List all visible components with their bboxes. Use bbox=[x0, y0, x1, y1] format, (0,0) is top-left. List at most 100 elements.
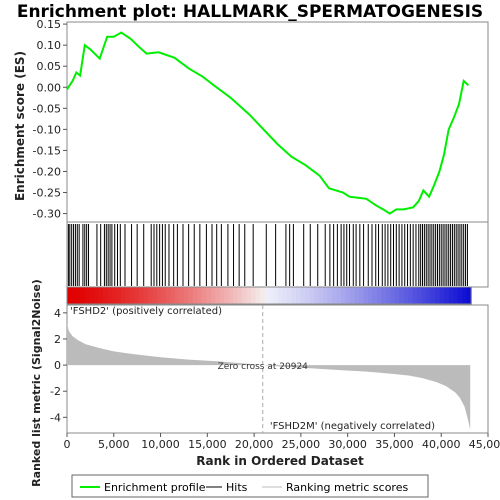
gradient-segment bbox=[98, 287, 104, 304]
gradient-segment bbox=[80, 287, 86, 304]
gradient-segment bbox=[466, 287, 472, 304]
gradient-segment bbox=[102, 287, 108, 304]
rank-y-tick-label: 0 bbox=[54, 359, 61, 372]
gradient-segment bbox=[390, 287, 396, 304]
gradient-segment bbox=[349, 287, 355, 304]
gradient-segment bbox=[215, 287, 221, 304]
gradient-segment bbox=[264, 287, 270, 304]
x-tick-label: 0 bbox=[64, 438, 71, 451]
zero-cross-label: Zero cross at 20924 bbox=[218, 362, 309, 372]
gradient-segment bbox=[448, 287, 454, 304]
legend-hits-label: Hits bbox=[226, 481, 248, 494]
gradient-segment bbox=[457, 287, 463, 304]
gradient-segment bbox=[125, 287, 131, 304]
gradient-segment bbox=[111, 287, 117, 304]
gradient-segment bbox=[179, 287, 185, 304]
es-y-tick-label: -0.30 bbox=[33, 208, 61, 221]
es-y-tick-label: 0.05 bbox=[37, 60, 62, 73]
gradient-segment bbox=[462, 287, 468, 304]
x-tick-label: 25,000 bbox=[282, 438, 321, 451]
gradient-frame bbox=[66, 286, 472, 305]
es-y-tick-label: 0.10 bbox=[37, 39, 62, 52]
gradient-segment bbox=[237, 287, 243, 304]
gradient-segment bbox=[147, 287, 153, 304]
gradient-segment bbox=[170, 287, 176, 304]
gradient-segment bbox=[206, 287, 212, 304]
gradient-segment bbox=[403, 287, 409, 304]
gradient-segment bbox=[309, 287, 315, 304]
gradient-segment bbox=[300, 287, 306, 304]
x-tick-label: 5,000 bbox=[98, 438, 130, 451]
gradient-segment bbox=[444, 287, 450, 304]
rank-y-tick-label: 2 bbox=[54, 333, 61, 346]
es-y-tick-label: -0.20 bbox=[33, 165, 61, 178]
gradient-segment bbox=[318, 287, 324, 304]
gradient-segment bbox=[233, 287, 239, 304]
gradient-segment bbox=[453, 287, 459, 304]
gradient-segment bbox=[75, 287, 81, 304]
gradient-segment bbox=[278, 287, 284, 304]
gradient-segment bbox=[269, 287, 275, 304]
gradient-segment bbox=[224, 287, 230, 304]
gradient-segment bbox=[282, 287, 288, 304]
es-y-axis-label: Enrichment score (ES) bbox=[13, 51, 27, 201]
gradient-segment bbox=[192, 287, 198, 304]
gradient-segment bbox=[138, 287, 144, 304]
x-tick-label: 30,000 bbox=[328, 438, 367, 451]
x-tick-label: 15,000 bbox=[188, 438, 227, 451]
gradient-segment bbox=[273, 287, 279, 304]
gradient-segment bbox=[107, 287, 113, 304]
gradient-segment bbox=[143, 287, 149, 304]
gradient-segment bbox=[372, 287, 378, 304]
gradient-segment bbox=[134, 287, 140, 304]
gradient-segment bbox=[345, 287, 351, 304]
rank-x-axis-label: Rank in Ordered Dataset bbox=[196, 454, 364, 468]
x-tick-label: 35,000 bbox=[375, 438, 414, 451]
es-y-tick-label: -0.15 bbox=[33, 144, 61, 157]
gradient-segment bbox=[165, 287, 171, 304]
gradient-segment bbox=[363, 287, 369, 304]
es-y-tick-label: -0.05 bbox=[33, 102, 61, 115]
gradient-segment bbox=[129, 287, 135, 304]
rank-y-tick-label: -2 bbox=[50, 385, 61, 398]
gradient-segment bbox=[340, 287, 346, 304]
gradient-segment bbox=[430, 287, 436, 304]
gradient-segment bbox=[358, 287, 364, 304]
gradient-segment bbox=[399, 287, 405, 304]
gradient-segment bbox=[327, 287, 333, 304]
legend-enrichment-label: Enrichment profile bbox=[104, 481, 206, 494]
x-tick-label: 40,000 bbox=[422, 438, 461, 451]
es-y-tick-label: -0.25 bbox=[33, 187, 61, 200]
legend-metric-label: Ranking metric scores bbox=[286, 481, 408, 494]
gradient-segment bbox=[435, 287, 441, 304]
gradient-segment bbox=[376, 287, 382, 304]
gradient-segment bbox=[161, 287, 167, 304]
gradient-segment bbox=[394, 287, 400, 304]
gradient-segment bbox=[197, 287, 203, 304]
gradient-segment bbox=[412, 287, 418, 304]
gradient-segment bbox=[426, 287, 432, 304]
es-y-tick-label: 0.15 bbox=[37, 18, 62, 31]
gradient-segment bbox=[242, 287, 248, 304]
gradient-segment bbox=[201, 287, 207, 304]
gradient-segment bbox=[251, 287, 257, 304]
rank-y-axis-label: Ranked list metric (Signal2Noise) bbox=[30, 279, 43, 487]
es-panel-frame bbox=[66, 21, 489, 223]
x-tick-label: 45,000 bbox=[469, 438, 500, 451]
gradient-segment bbox=[408, 287, 414, 304]
gradient-segment bbox=[322, 287, 328, 304]
negative-class-label: 'FSHD2M' (negatively correlated) bbox=[270, 421, 435, 432]
gradient-segment bbox=[67, 287, 72, 304]
gradient-segment bbox=[120, 287, 126, 304]
gradient-segment bbox=[89, 287, 95, 304]
gradient-segment bbox=[367, 287, 373, 304]
gradient-segment bbox=[246, 287, 252, 304]
gradient-segment bbox=[84, 287, 90, 304]
gradient-segment bbox=[305, 287, 310, 304]
gradient-segment bbox=[219, 287, 225, 304]
rank-y-tick-label: 4 bbox=[54, 307, 61, 320]
enrichment-profile-line bbox=[66, 31, 470, 215]
gradient-segment bbox=[93, 287, 99, 304]
gradient-segment bbox=[255, 287, 261, 304]
